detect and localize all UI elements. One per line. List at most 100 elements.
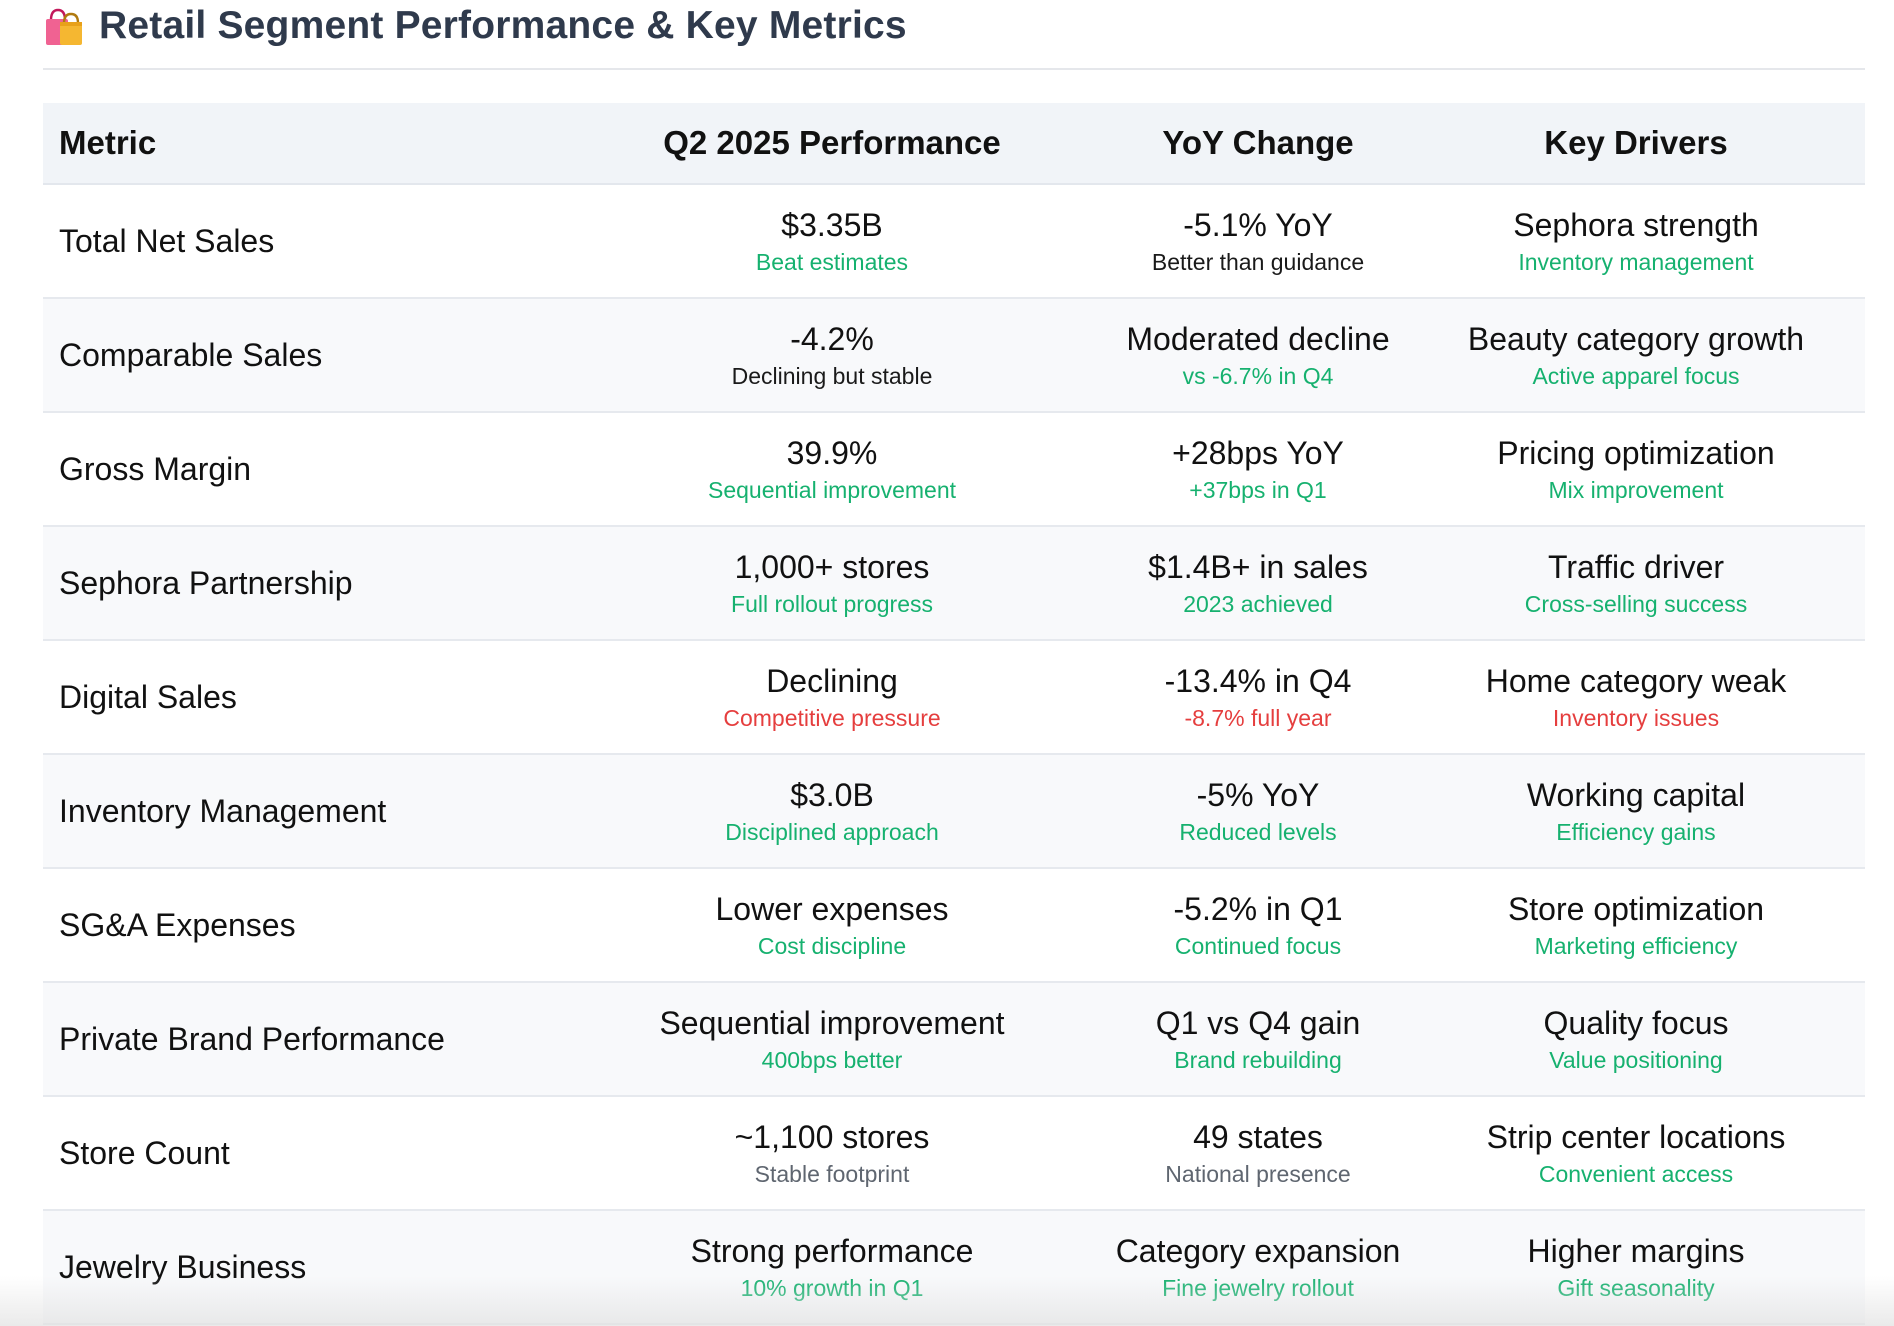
metrics-table-container: Metric Q2 2025 Performance YoY Change Ke… [43,103,1865,1325]
performance-note: 400bps better [761,1046,903,1073]
yoy-change-note: -8.7% full year [1184,704,1332,731]
yoy-change-note: vs -6.7% in Q4 [1182,362,1334,389]
table-row: Comparable Sales -4.2% Declining but stabl… [43,298,1865,412]
yoy-change-value: Moderated decline [1126,320,1390,357]
column-header-key-drivers: Key Drivers [1544,124,1728,161]
performance-cell: 1,000+ stores Full rollout progress [555,526,1109,640]
performance-cell: 39.9% Sequential improvement [555,412,1109,526]
key-drivers-value: Home category weak [1485,662,1787,699]
performance-value: Strong performance [690,1232,974,1269]
table-header-row: Metric Q2 2025 Performance YoY Change Ke… [43,103,1865,184]
yoy-change-cell: -5.1% YoY Better than guidance [1109,184,1407,298]
table-row: Jewelry Business Strong performance 10% gr… [43,1210,1865,1324]
performance-value: 39.9% [786,434,878,471]
yoy-change-note: Fine jewelry rollout [1162,1274,1354,1301]
yoy-change-value: $1.4B+ in sales [1148,548,1368,585]
page-title: Retail Segment Performance & Key Metrics [99,4,907,47]
yoy-change-value: -5.2% in Q1 [1173,890,1343,927]
yoy-change-cell: Category expansion Fine jewelry rollout [1109,1210,1407,1324]
key-drivers-cell: Traffic driver Cross-selling success [1407,526,1865,640]
metrics-table: Metric Q2 2025 Performance YoY Change Ke… [43,103,1865,1325]
metric-name-cell: Store Count [59,1134,230,1171]
key-drivers-note: Inventory management [1518,248,1754,275]
performance-value: $3.0B [790,776,874,813]
yoy-change-cell: $1.4B+ in sales 2023 achieved [1109,526,1407,640]
key-drivers-value: Pricing optimization [1497,434,1775,471]
yoy-change-value: +28bps YoY [1172,434,1344,471]
yoy-change-note: 2023 achieved [1183,590,1333,617]
performance-note: 10% growth in Q1 [740,1274,924,1301]
yoy-change-cell: +28bps YoY +37bps in Q1 [1109,412,1407,526]
metric-name-cell: SG&A Expenses [59,906,296,943]
key-drivers-value: Store optimization [1507,890,1765,927]
table-row: Inventory Management $3.0B Disciplined app… [43,754,1865,868]
key-drivers-value: Traffic driver [1547,548,1725,585]
table-header: Metric Q2 2025 Performance YoY Change Ke… [43,103,1865,184]
key-drivers-cell: Working capital Efficiency gains [1407,754,1865,868]
key-drivers-note: Cross-selling success [1524,590,1748,617]
performance-note: Sequential improvement [707,476,957,503]
key-drivers-note: Convenient access [1538,1160,1734,1187]
shopping-bags-icon [46,8,82,45]
performance-cell: Declining Competitive pressure [555,640,1109,754]
key-drivers-cell: Higher margins Gift seasonality [1407,1210,1865,1324]
column-header-performance: Q2 2025 Performance [663,124,1001,161]
yoy-change-cell: Q1 vs Q4 gain Brand rebuilding [1109,982,1407,1096]
yoy-change-value: Category expansion [1115,1232,1401,1269]
key-drivers-cell: Strip center locations Convenient access [1407,1096,1865,1210]
yoy-change-note: Brand rebuilding [1174,1046,1342,1073]
yoy-change-cell: -13.4% in Q4 -8.7% full year [1109,640,1407,754]
yoy-change-value: -5.1% YoY [1183,206,1333,243]
metric-name-cell: Digital Sales [59,678,237,715]
key-drivers-value: Working capital [1526,776,1746,813]
table-row: Sephora Partnership 1,000+ stores Full rol… [43,526,1865,640]
key-drivers-cell: Store optimization Marketing efficiency [1407,868,1865,982]
metric-name-cell: Inventory Management [59,792,387,829]
key-drivers-note: Efficiency gains [1556,818,1716,845]
performance-cell: Strong performance 10% growth in Q1 [555,1210,1109,1324]
yoy-change-note: +37bps in Q1 [1189,476,1327,503]
yoy-change-cell: -5.2% in Q1 Continued focus [1109,868,1407,982]
performance-value: Sequential improvement [659,1004,1005,1041]
key-drivers-value: Higher margins [1527,1232,1745,1269]
key-drivers-value: Sephora strength [1513,206,1759,243]
key-drivers-note: Mix improvement [1548,476,1724,503]
key-drivers-value: Quality focus [1543,1004,1729,1041]
yoy-change-value: Q1 vs Q4 gain [1155,1004,1361,1041]
performance-note: Declining but stable [731,362,933,389]
performance-cell: Lower expenses Cost discipline [555,868,1109,982]
performance-note: Stable footprint [754,1160,910,1187]
performance-note: Competitive pressure [723,704,941,731]
performance-cell: $3.0B Disciplined approach [555,754,1109,868]
metric-name-cell: Comparable Sales [59,336,323,373]
key-drivers-note: Value positioning [1549,1046,1723,1073]
key-drivers-note: Gift seasonality [1557,1274,1715,1301]
yoy-change-note: National presence [1165,1160,1351,1187]
yoy-change-value: -13.4% in Q4 [1164,662,1352,699]
performance-note: Cost discipline [757,932,907,959]
table-row: Private Brand Performance Sequential impr… [43,982,1865,1096]
metric-name-cell: Gross Margin [59,450,252,487]
metric-name-cell: Sephora Partnership [59,564,353,601]
key-drivers-note: Marketing efficiency [1534,932,1738,959]
yoy-change-cell: -5% YoY Reduced levels [1109,754,1407,868]
metric-name-cell: Total Net Sales [59,222,275,259]
performance-value: $3.35B [781,206,883,243]
performance-cell: -4.2% Declining but stable [555,298,1109,412]
table-row: Digital Sales Declining Competitive pressu… [43,640,1865,754]
key-drivers-value: Beauty category growth [1467,320,1805,357]
metric-name-cell: Jewelry Business [59,1248,307,1285]
performance-cell: $3.35B Beat estimates [555,184,1109,298]
table-row: SG&A Expenses Lower expenses Cost discipli… [43,868,1865,982]
performance-note: Full rollout progress [731,590,933,617]
table-row: Gross Margin 39.9% Sequential improvement +… [43,412,1865,526]
table-row: Store Count ~1,100 stores Stable footprint… [43,1096,1865,1210]
table-body: Total Net Sales $3.35B Beat estimates -5.1%… [43,184,1865,1324]
yoy-change-cell: Moderated decline vs -6.7% in Q4 [1109,298,1407,412]
key-drivers-cell: Quality focus Value positioning [1407,982,1865,1096]
key-drivers-value: Strip center locations [1486,1118,1786,1155]
yoy-change-value: -5% YoY [1196,776,1320,813]
key-drivers-cell: Beauty category growth Active apparel foc… [1407,298,1865,412]
yoy-change-note: Better than guidance [1151,248,1365,275]
yoy-change-note: Continued focus [1174,932,1342,959]
